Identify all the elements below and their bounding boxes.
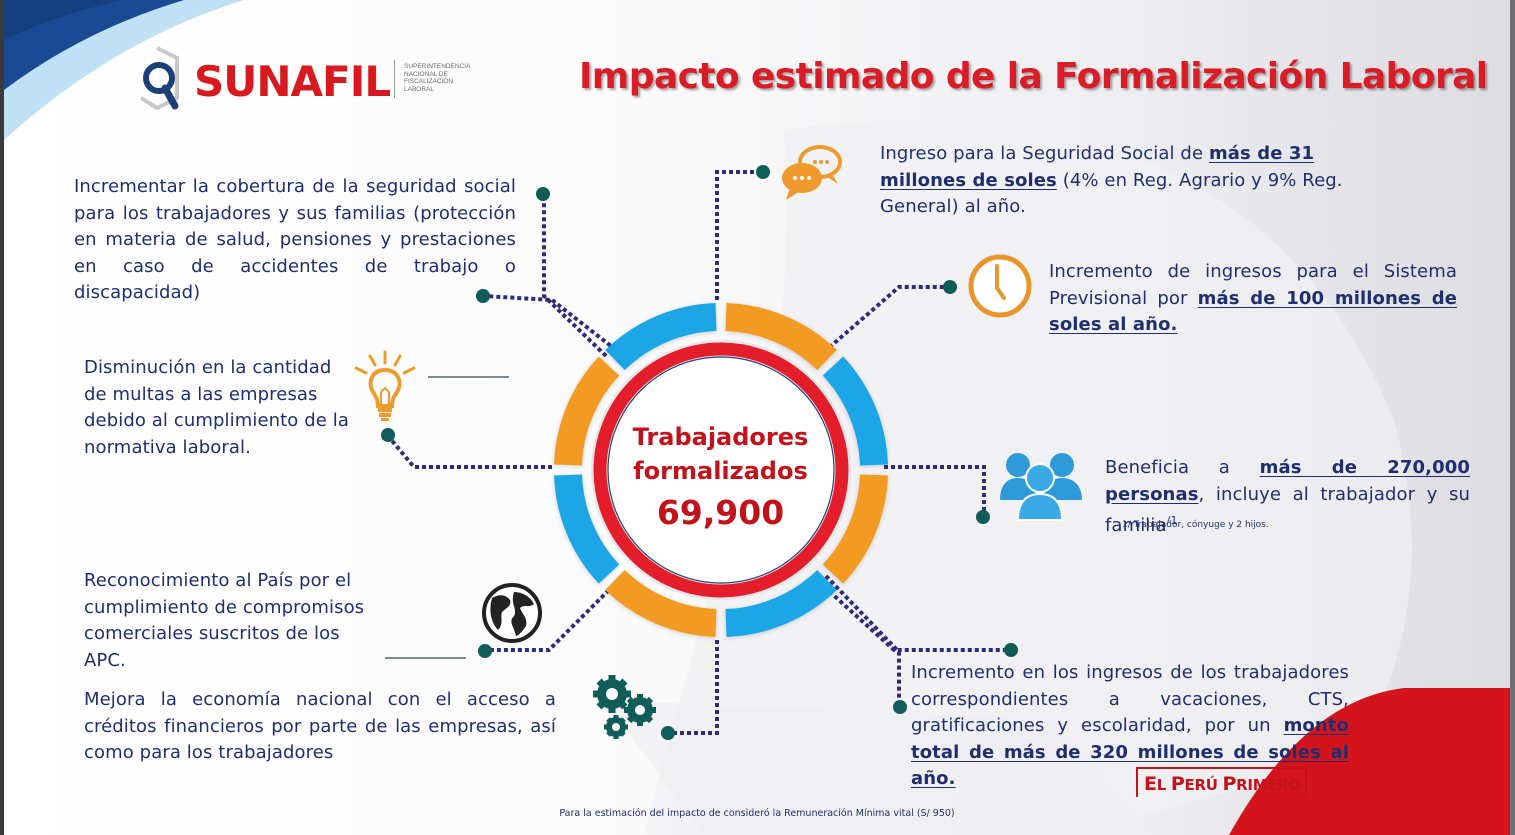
el-peru-primero-logo: EL PERÚ PRIMERO — [1136, 767, 1307, 797]
center-line-2: formalizados — [633, 457, 808, 485]
window-edge — [1510, 0, 1515, 835]
highlight-amount: más de 100 millones de soles al año. — [1049, 287, 1457, 336]
logo-subtitle-line: NACIONAL DE — [404, 70, 448, 78]
chat-bubbles-icon — [782, 145, 842, 200]
text-segment: Ingreso para la Seguridad Social de — [880, 143, 1209, 164]
item-multas: Disminución en la cantidad de multas a l… — [84, 357, 349, 458]
item-economia: Mejora la economía nacional con el acces… — [84, 689, 556, 763]
text-segment: , incluye al trabajador y su familia — [1105, 483, 1470, 537]
globe-icon — [482, 583, 542, 643]
slogan-part: L — [1156, 776, 1171, 794]
bottom-note: Para la estimación del impacto de consid… — [559, 808, 955, 819]
slogan-part: P — [1222, 773, 1237, 795]
people-group-icon — [1000, 453, 1082, 521]
footnote: 1/ Trabajador, cónyuge y 2 hijos. — [1122, 520, 1269, 530]
item-sistema-previsional: Incremento de ingresos para el Sistema P… — [1049, 259, 1457, 339]
red-ring — [593, 342, 849, 598]
sunafil-logo-icon — [139, 46, 179, 111]
item-ingresos-trabajadores: Incremento en los ingresos de los trabaj… — [911, 660, 1349, 793]
ring-diagram — [381, 165, 1018, 740]
text-segment: Beneficia a — [1105, 457, 1260, 478]
connector-dots — [381, 165, 1018, 740]
logo-separator — [394, 60, 395, 98]
center-value: 69,900 — [656, 493, 785, 532]
highlight-amount: más de 31 millones de soles — [880, 143, 1315, 191]
slogan-part: RIMERO — [1236, 776, 1301, 794]
logo-subtitle: SUPERINTENDENCIA NACIONAL DE FISCALIZACI… — [404, 63, 470, 93]
slogan-part: P — [1170, 773, 1185, 795]
text-segment: Incremento de ingresos para el Sistema P… — [1049, 261, 1457, 309]
page-title: Impacto estimado de la Formalización Lab… — [579, 56, 1488, 97]
logo-subtitle-line: SUPERINTENDENCIA — [404, 63, 471, 70]
item-ingreso-seguridad-social: Ingreso para la Seguridad Social de más … — [880, 141, 1390, 221]
connector-lines — [386, 170, 1010, 735]
center-line-1: Trabajadores — [632, 423, 809, 451]
center-disc — [607, 356, 835, 584]
outer-ring — [554, 303, 888, 637]
center-label: Trabajadores formalizados 69,900 — [604, 420, 837, 536]
item-beneficia: Beneficia a más de 270,000 personas, inc… — [1105, 455, 1470, 540]
lightbulb-icon — [354, 350, 416, 421]
logo-subtitle-line: FISCALIZACIÓN — [404, 78, 454, 85]
gears-icon — [593, 675, 656, 739]
slide: SUNAFIL SUPERINTENDENCIA NACIONAL DE FIS… — [4, 0, 1510, 835]
text-segment: (4% en Reg. Agrario y 9% Reg. General) a… — [880, 169, 1343, 218]
text-segment: Incremento en los ingresos de los trabaj… — [911, 662, 1349, 736]
footnote-ref: /1 — [1166, 514, 1178, 527]
logo-wordmark: SUNAFIL — [194, 57, 391, 106]
logo-subtitle-line: LABORAL — [404, 85, 434, 93]
slogan-part: ERÚ — [1184, 776, 1223, 794]
highlight-amount: más de 270,000 personas — [1105, 457, 1470, 505]
item-pais: Reconocimiento al País por el cumplimien… — [84, 570, 365, 671]
highlight-amount: monto total de más de 320 millones de so… — [911, 715, 1349, 789]
item-seguridad-social: Incrementar la cobertura de la seguridad… — [74, 176, 516, 303]
slogan-part: E — [1144, 773, 1157, 795]
clock-icon — [968, 254, 1032, 318]
